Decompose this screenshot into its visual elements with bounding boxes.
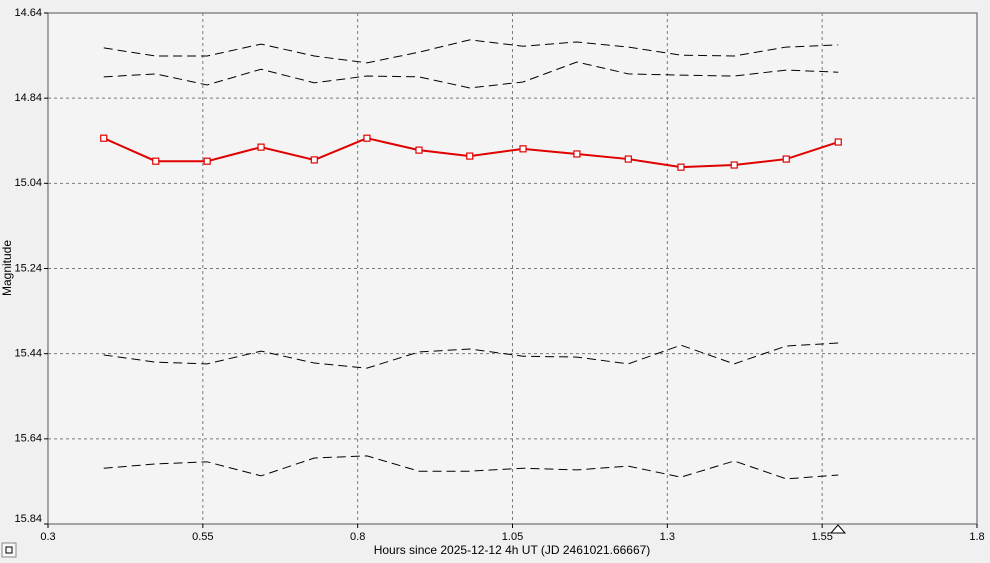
y-tick-label: 15.84 [14, 513, 42, 525]
point-marker [730, 161, 738, 169]
y-tick-label: 15.64 [14, 433, 42, 445]
y-axis-label: Magnitude [0, 240, 14, 296]
series-line [103, 39, 839, 64]
point-marker [415, 146, 423, 154]
point-marker [519, 145, 527, 153]
point-marker [363, 134, 371, 142]
series-line [103, 342, 839, 369]
point-marker [152, 157, 160, 165]
x-tick-label: 0.8 [350, 531, 365, 543]
point-marker [310, 156, 318, 164]
cursor-marker [829, 524, 847, 534]
point-marker [573, 150, 581, 158]
point-marker [100, 134, 108, 142]
point-marker [257, 143, 265, 151]
point-marker [466, 152, 474, 160]
y-tick-label: 14.84 [14, 92, 42, 104]
x-tick-label: 1.8 [969, 531, 984, 543]
toggle-button[interactable] [1, 542, 17, 558]
series-line [103, 61, 839, 89]
x-tick-label: 1.3 [660, 531, 675, 543]
x-tick-label: 1.55 [811, 531, 832, 543]
y-tick-label: 14.64 [14, 7, 42, 19]
x-tick-label: 0.3 [40, 531, 55, 543]
x-axis-label: Hours since 2025-12-12 4h UT (JD 2461021… [374, 543, 651, 557]
x-tick-label: 1.05 [502, 531, 523, 543]
series-line [103, 455, 839, 480]
point-marker [782, 155, 790, 163]
point-marker [203, 157, 211, 165]
point-marker [677, 163, 685, 171]
y-tick-label: 15.44 [14, 348, 42, 360]
toggle-icon [5, 546, 13, 554]
y-tick-label: 15.04 [14, 177, 42, 189]
y-tick-label: 15.24 [14, 262, 42, 274]
point-marker [624, 155, 632, 163]
x-tick-label: 0.55 [192, 531, 213, 543]
point-marker [834, 138, 842, 146]
